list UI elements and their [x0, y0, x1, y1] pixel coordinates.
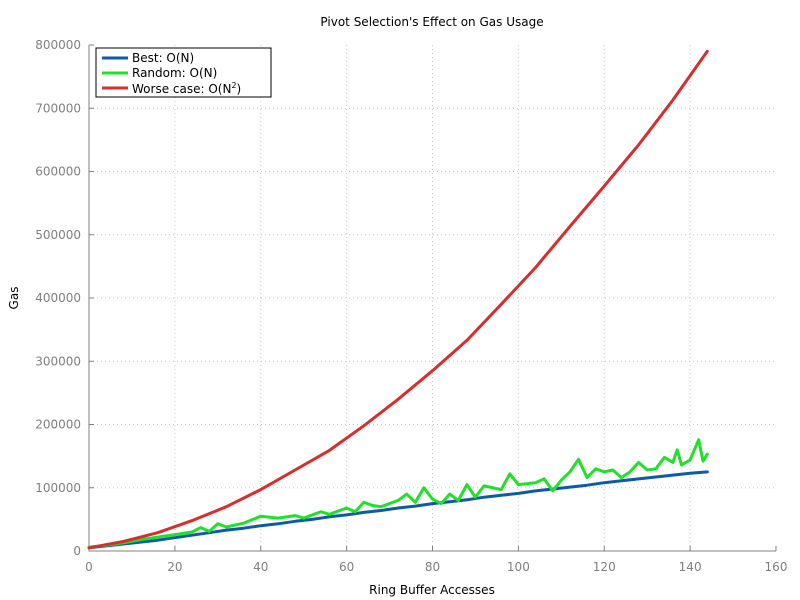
legend: Best: O(N) Random: O(N) Worse case: O(N2…: [95, 47, 272, 98]
x-axis-title: Ring Buffer Accesses: [369, 583, 495, 597]
y-tick-label: 800000: [35, 38, 81, 52]
y-tick-label: 200000: [35, 418, 81, 432]
y-tick-label: 500000: [35, 228, 81, 242]
y-tick-label: 600000: [35, 165, 81, 179]
x-tick-label: 40: [253, 560, 268, 574]
x-tick-label: 0: [85, 560, 93, 574]
x-tick-label: 100: [507, 560, 530, 574]
legend-label-random-main: Random: O(N): [132, 66, 217, 80]
legend-label-worst-tail: ): [237, 82, 242, 96]
series-line-best: [87, 470, 709, 550]
y-axis-title: Gas: [7, 287, 21, 310]
y-tick-label: 100000: [35, 481, 81, 495]
y-tick-label: 300000: [35, 354, 81, 368]
x-tick-label: 120: [593, 560, 616, 574]
y-tick-label: 700000: [35, 101, 81, 115]
y-tick-label: 0: [73, 544, 81, 558]
legend-label-worst: Worse case: O(N2): [132, 81, 241, 96]
x-tick-label: 20: [167, 560, 182, 574]
x-tick-label: 160: [765, 560, 788, 574]
legend-label-worst-superscript: 2: [231, 81, 236, 90]
series-line-worst: [87, 49, 709, 550]
legend-label-best-main: Best: O(N): [132, 51, 194, 65]
x-tick-label: 140: [679, 560, 702, 574]
chart-title: Pivot Selection's Effect on Gas Usage: [320, 15, 543, 29]
x-tick-label: 80: [425, 560, 440, 574]
x-tick-label: 60: [339, 560, 354, 574]
legend-label-worst-main: Worse case: O(N: [132, 82, 231, 96]
series-layer: [87, 49, 709, 550]
grid: [89, 45, 776, 551]
axis-ticks: 0 20 40 60 80 100 120 140 160 0 100000 200000 300000…: [35, 38, 787, 574]
series-line-random: [87, 438, 709, 549]
legend-label-random: Random: O(N): [132, 66, 217, 80]
legend-label-best: Best: O(N): [132, 51, 194, 65]
y-tick-label: 400000: [35, 291, 81, 305]
